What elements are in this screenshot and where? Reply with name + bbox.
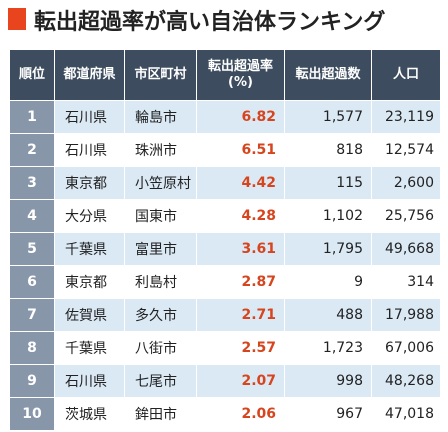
table-row: 7 佐賀県 多久市 2.71 488 17,988 <box>10 299 440 331</box>
municipality-cell: 八街市 <box>125 332 196 364</box>
rank-cell: 8 <box>10 332 54 364</box>
outflow-count-cell: 1,795 <box>285 233 371 265</box>
outflow-count-cell: 1,102 <box>285 200 371 232</box>
rank-cell: 4 <box>10 200 54 232</box>
outflow-count-cell: 967 <box>285 398 371 430</box>
header-outflow-count: 転出超過数 <box>285 50 371 100</box>
municipality-cell: 七尾市 <box>125 365 196 397</box>
outflow-rate-cell: 6.82 <box>197 101 284 133</box>
prefecture-cell: 東京都 <box>55 266 124 298</box>
outflow-count-cell: 818 <box>285 134 371 166</box>
outflow-count-cell: 1,723 <box>285 332 371 364</box>
municipality-cell: 珠洲市 <box>125 134 196 166</box>
outflow-rate-cell: 2.87 <box>197 266 284 298</box>
table-row: 4 大分県 国東市 4.28 1,102 25,756 <box>10 200 440 232</box>
municipality-cell: 多久市 <box>125 299 196 331</box>
outflow-count-cell: 1,577 <box>285 101 371 133</box>
outflow-rate-cell: 2.07 <box>197 365 284 397</box>
outflow-rate-cell: 3.61 <box>197 233 284 265</box>
outflow-rate-cell: 2.71 <box>197 299 284 331</box>
prefecture-cell: 石川県 <box>55 365 124 397</box>
outflow-rate-cell: 6.51 <box>197 134 284 166</box>
outflow-count-cell: 9 <box>285 266 371 298</box>
rank-cell: 6 <box>10 266 54 298</box>
municipality-cell: 利島村 <box>125 266 196 298</box>
ranking-table: 順位 都道府県 市区町村 転出超過率 (%) 転出超過数 人口 1 石川県 輪島市 6… <box>9 49 441 431</box>
population-cell: 25,756 <box>372 200 440 232</box>
header-outflow-rate: 転出超過率 (%) <box>197 50 284 100</box>
prefecture-cell: 千葉県 <box>55 332 124 364</box>
page-title: 転出超過率が高い自治体ランキング <box>34 10 386 35</box>
prefecture-cell: 大分県 <box>55 200 124 232</box>
population-cell: 23,119 <box>372 101 440 133</box>
population-cell: 314 <box>372 266 440 298</box>
outflow-rate-cell: 2.06 <box>197 398 284 430</box>
table-row: 1 石川県 輪島市 6.82 1,577 23,119 <box>10 101 440 133</box>
municipality-cell: 輪島市 <box>125 101 196 133</box>
rank-cell: 7 <box>10 299 54 331</box>
outflow-count-cell: 115 <box>285 167 371 199</box>
table-row: 9 石川県 七尾市 2.07 998 48,268 <box>10 365 440 397</box>
title-accent-mark <box>8 8 26 30</box>
prefecture-cell: 茨城県 <box>55 398 124 430</box>
header-municipality: 市区町村 <box>125 50 196 100</box>
table-row: 8 千葉県 八街市 2.57 1,723 67,006 <box>10 332 440 364</box>
rank-cell: 3 <box>10 167 54 199</box>
prefecture-cell: 石川県 <box>55 101 124 133</box>
population-cell: 48,268 <box>372 365 440 397</box>
rank-cell: 5 <box>10 233 54 265</box>
rank-cell: 2 <box>10 134 54 166</box>
municipality-cell: 国東市 <box>125 200 196 232</box>
table-row: 10 茨城県 鉾田市 2.06 967 47,018 <box>10 398 440 430</box>
population-cell: 67,006 <box>372 332 440 364</box>
outflow-rate-cell: 2.57 <box>197 332 284 364</box>
table-row: 2 石川県 珠洲市 6.51 818 12,574 <box>10 134 440 166</box>
outflow-count-cell: 488 <box>285 299 371 331</box>
prefecture-cell: 佐賀県 <box>55 299 124 331</box>
prefecture-cell: 石川県 <box>55 134 124 166</box>
population-cell: 12,574 <box>372 134 440 166</box>
outflow-count-cell: 998 <box>285 365 371 397</box>
municipality-cell: 鉾田市 <box>125 398 196 430</box>
table-row: 3 東京都 小笠原村 4.42 115 2,600 <box>10 167 440 199</box>
population-cell: 17,988 <box>372 299 440 331</box>
prefecture-cell: 東京都 <box>55 167 124 199</box>
population-cell: 47,018 <box>372 398 440 430</box>
municipality-cell: 小笠原村 <box>125 167 196 199</box>
table-row: 5 千葉県 富里市 3.61 1,795 49,668 <box>10 233 440 265</box>
rank-cell: 1 <box>10 101 54 133</box>
header-population: 人口 <box>372 50 440 100</box>
table-row: 6 東京都 利島村 2.87 9 314 <box>10 266 440 298</box>
header-rank: 順位 <box>10 50 54 100</box>
population-cell: 49,668 <box>372 233 440 265</box>
municipality-cell: 富里市 <box>125 233 196 265</box>
outflow-rate-cell: 4.28 <box>197 200 284 232</box>
rank-cell: 9 <box>10 365 54 397</box>
prefecture-cell: 千葉県 <box>55 233 124 265</box>
rank-cell: 10 <box>10 398 54 430</box>
population-cell: 2,600 <box>372 167 440 199</box>
outflow-rate-cell: 4.42 <box>197 167 284 199</box>
header-prefecture: 都道府県 <box>55 50 124 100</box>
table-header-row: 順位 都道府県 市区町村 転出超過率 (%) 転出超過数 人口 <box>10 50 440 100</box>
page-title-bar: 転出超過率が高い自治体ランキング <box>0 0 448 41</box>
